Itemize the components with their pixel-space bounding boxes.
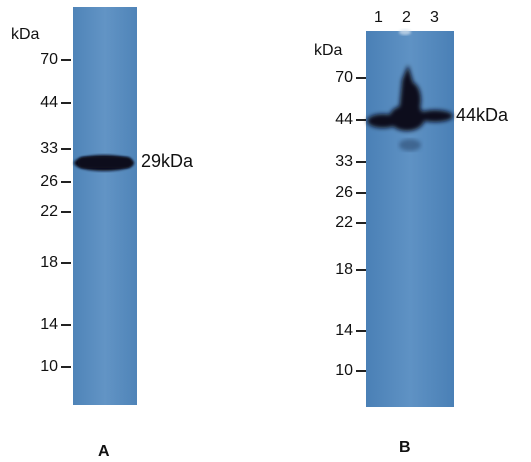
- panel-b-lane-2: 2: [402, 9, 411, 26]
- panel-a-marker-70: 70: [40, 51, 58, 68]
- panel-a-band-label: 29kDa: [141, 151, 194, 171]
- panel-a-marker-10: 10: [40, 358, 58, 375]
- panel-b-tick: [356, 161, 366, 163]
- panel-b-tick: [356, 119, 366, 121]
- panel-b-tick: [356, 77, 366, 79]
- membrane-a: [73, 7, 137, 405]
- panel-b-marker-18: 18: [335, 261, 353, 278]
- panel-b-marker-22: 22: [335, 214, 353, 231]
- band-b: [367, 65, 453, 131]
- panel-a-tick: [61, 366, 71, 368]
- panel-b-band-label: 44kDa: [456, 105, 509, 125]
- panel-b-tick: [356, 370, 366, 372]
- panel-b-marker-10: 10: [335, 362, 353, 379]
- panel-b-marker-33: 33: [335, 153, 353, 170]
- panel-b-lane-1: 1: [374, 9, 383, 26]
- panel-a-letter: A: [98, 443, 110, 460]
- panel-a-marker-18: 18: [40, 254, 58, 271]
- panel-b-tick: [356, 222, 366, 224]
- panel-a-tick: [61, 148, 71, 150]
- panel-a-tick: [61, 102, 71, 104]
- panel-b-marker-44: 44: [335, 111, 353, 128]
- panel-a-tick: [61, 324, 71, 326]
- panel-a-unit-label: kDa: [11, 26, 40, 43]
- panel-b-tick: [356, 192, 366, 194]
- panel-b-marker-26: 26: [335, 184, 353, 201]
- panel-b-unit-label: kDa: [314, 42, 343, 59]
- panel-b-marker-14: 14: [335, 322, 353, 339]
- panel-b-tick: [356, 269, 366, 271]
- panel-b-marker-70: 70: [335, 69, 353, 86]
- panel-b-lane-3: 3: [430, 9, 439, 26]
- panel-a-marker-14: 14: [40, 316, 58, 333]
- panel-a-marker-44: 44: [40, 94, 58, 111]
- panel-b-tick: [356, 330, 366, 332]
- panel-a-tick: [61, 181, 71, 183]
- panel-a-tick: [61, 262, 71, 264]
- panel-a-tick: [61, 211, 71, 213]
- panel-a-marker-22: 22: [40, 203, 58, 220]
- panel-a-tick: [61, 59, 71, 61]
- panel-b-letter: B: [399, 439, 411, 456]
- panel-a-marker-33: 33: [40, 140, 58, 157]
- panel-a-marker-26: 26: [40, 173, 58, 190]
